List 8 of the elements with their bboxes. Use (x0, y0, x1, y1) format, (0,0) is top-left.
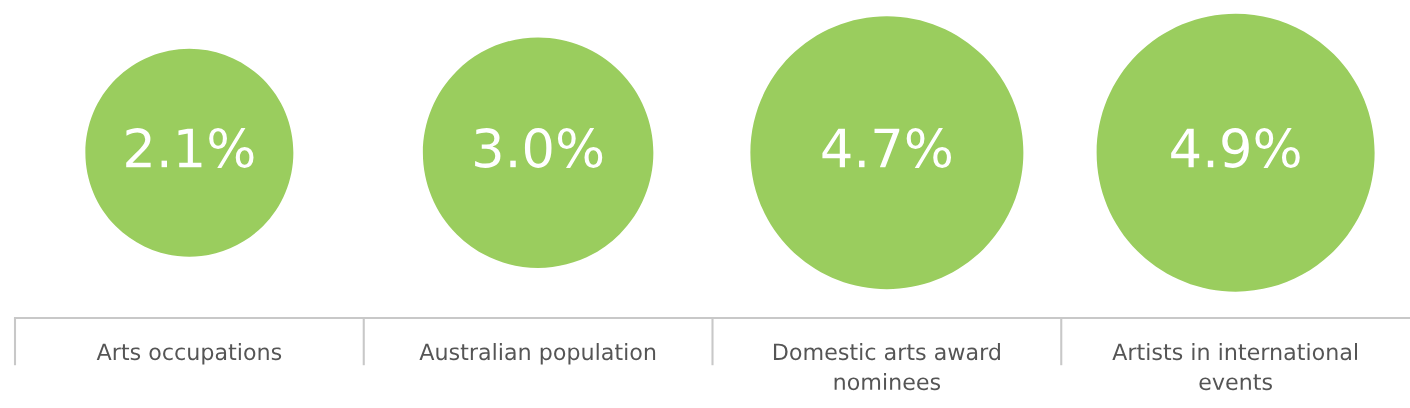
category-label: Artists in international events (1112, 343, 1358, 391)
data-label: 3.0% (475, 128, 603, 168)
data-label: 2.1% (126, 128, 254, 168)
category-label: Australian population (419, 343, 656, 365)
category-label: Arts occupations (96, 343, 282, 365)
category-label: Domestic arts award nominees (773, 343, 1000, 391)
data-label: 4.9% (1171, 128, 1300, 168)
data-label: 4.7% (822, 128, 952, 168)
